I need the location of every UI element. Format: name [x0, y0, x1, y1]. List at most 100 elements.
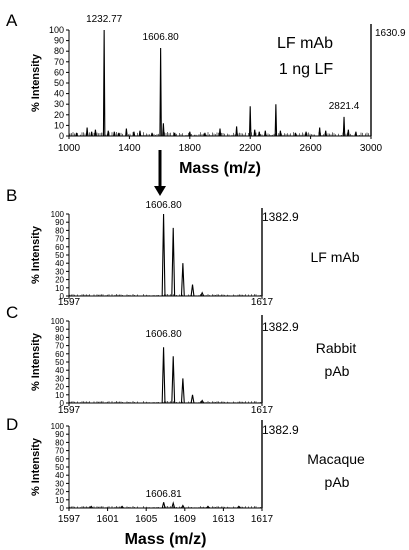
y-tick-label: 80 [55, 438, 64, 447]
y-tick-label: 30 [55, 267, 64, 276]
x-tick-label: 1617 [251, 405, 274, 416]
spectrum-peak [120, 505, 124, 509]
panel-annotation: 1 ng LF [279, 61, 333, 78]
x-tick-label: 1617 [251, 297, 274, 308]
spectrum-peak [125, 128, 128, 137]
x-tick-label: 3000 [360, 143, 383, 154]
spectrum-peak [200, 291, 205, 297]
y-tick-label: 90 [55, 325, 64, 334]
spectrum-peak [94, 129, 97, 137]
spectrum-peak [218, 128, 222, 137]
spectrum-peak [264, 130, 267, 137]
panel-annotation: pAb [325, 363, 350, 379]
x-axis-label: Mass (m/z) [179, 160, 261, 177]
y-tick-label: 70 [55, 447, 64, 456]
y-tick-label: 50 [55, 251, 64, 260]
y-tick-label: 0 [59, 131, 64, 141]
spectrum-peak [206, 505, 210, 509]
spectrum-peak [132, 131, 136, 137]
panel-annotation: LF mAb [277, 35, 333, 52]
y-tick-label: 80 [54, 46, 64, 56]
y-tick-label: 80 [55, 333, 64, 342]
spectrum-peak [117, 132, 121, 137]
peak-label: 1606.80 [145, 200, 182, 211]
x-tick-label: 1613 [212, 514, 235, 525]
x-tick-label: 1800 [179, 143, 202, 154]
panel-letter: A [6, 11, 18, 30]
spectrum-peak [171, 227, 176, 297]
spectrum-peak [180, 504, 185, 509]
spectrum-peak [354, 131, 358, 137]
x-axis-label: Mass (m/z) [125, 531, 207, 548]
y-tick-label: 90 [55, 430, 64, 439]
y-tick-label: 100 [51, 317, 65, 326]
y-tick-label: 10 [55, 284, 64, 293]
y-tick-label: 40 [55, 366, 64, 375]
spectrum-peak [237, 505, 241, 509]
spectrum-peak [200, 399, 205, 404]
spectrum-peak [318, 127, 321, 137]
spectrum-peak [85, 127, 89, 137]
y-tick-label: 10 [54, 120, 64, 130]
spectrum-peak [161, 213, 166, 297]
y-axis-label: % Intensity [30, 53, 42, 112]
spectrum-peak [235, 126, 238, 137]
spectrum-peak [347, 129, 350, 137]
y-tick-label: 50 [54, 78, 64, 88]
spectrum-peak [180, 378, 185, 404]
y-tick-label: 100 [51, 422, 65, 431]
y-tick-label: 30 [55, 479, 64, 488]
x-tick-label: 1400 [118, 143, 141, 154]
spectrum-peak [107, 130, 110, 137]
peak-label: 1232.77 [86, 14, 123, 25]
spectrum-peak [138, 130, 142, 137]
y-tick-label: 40 [55, 259, 64, 268]
panel-annotation: Rabbit [316, 340, 357, 356]
spectrum-peak [150, 132, 154, 137]
spectrum-peak [75, 132, 78, 137]
spectrum-peak [342, 116, 346, 137]
spectrum-peak [161, 502, 166, 509]
y-tick-label: 60 [55, 350, 64, 359]
y-tick-label: 60 [55, 455, 64, 464]
baseline-noise [69, 401, 261, 403]
y-tick-label: 50 [55, 463, 64, 472]
max-intensity-label: 1630.9 [375, 28, 406, 39]
spectrum-peak [180, 263, 185, 297]
spectrum-peak [102, 29, 106, 137]
spectrum-peak [274, 104, 278, 137]
panel-annotation: LF mAb [310, 249, 359, 265]
panel-annotation: Macaque [307, 451, 365, 467]
x-tick-label: 1597 [58, 405, 81, 416]
y-tick-label: 90 [55, 218, 64, 227]
spectrum-peak [161, 347, 166, 404]
y-tick-label: 60 [54, 67, 64, 77]
y-tick-label: 70 [55, 342, 64, 351]
spectrum-peak [188, 131, 192, 137]
peak-label: 2821.4 [329, 101, 360, 112]
spectrum-peak [171, 501, 176, 509]
spectrum-peak [89, 505, 94, 509]
peak-label: 1606.80 [143, 32, 180, 43]
x-tick-label: 1000 [58, 143, 81, 154]
panel-letter: D [6, 415, 18, 434]
y-tick-label: 20 [55, 488, 64, 497]
x-tick-label: 1597 [58, 514, 81, 525]
y-tick-label: 80 [55, 226, 64, 235]
y-tick-label: 20 [54, 110, 64, 120]
peak-label: 1606.81 [146, 489, 183, 500]
y-tick-label: 30 [55, 374, 64, 383]
spectrum-peak [304, 131, 308, 137]
baseline-noise [69, 294, 261, 296]
y-tick-label: 0 [60, 504, 65, 513]
x-tick-label: 1597 [58, 297, 81, 308]
spectrum-peak [159, 48, 162, 137]
y-tick-label: 30 [54, 99, 64, 109]
panel-letter: B [6, 186, 17, 205]
spectrum-peak [324, 130, 327, 137]
y-tick-label: 50 [55, 358, 64, 367]
spectrum-peak [90, 131, 93, 137]
x-tick-label: 2200 [239, 143, 262, 154]
max-intensity-label: 1382.9 [262, 320, 299, 334]
